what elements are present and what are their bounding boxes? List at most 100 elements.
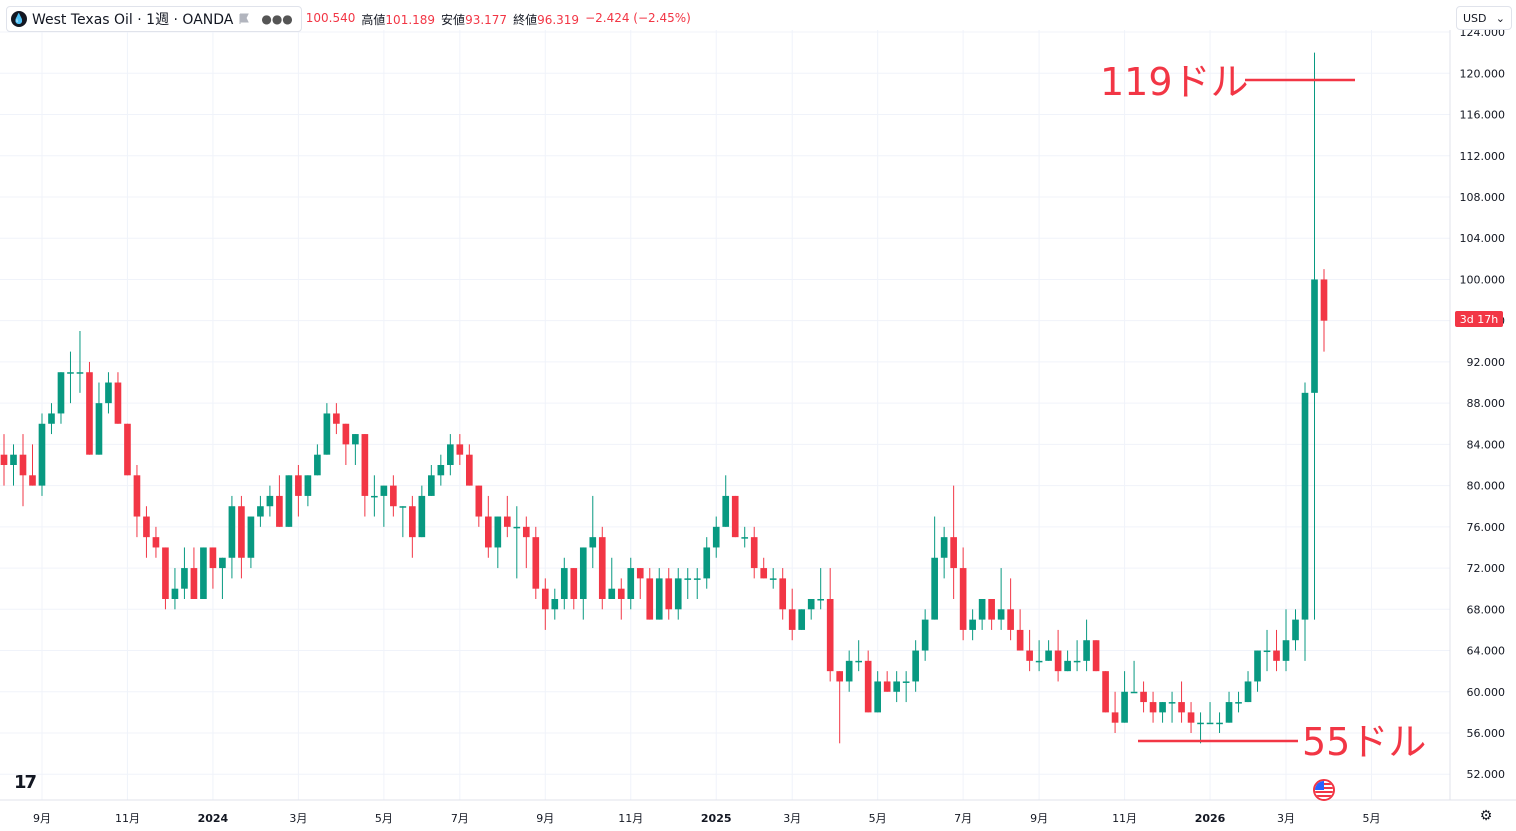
x-tick-label: 3月: [783, 812, 801, 825]
us-economic-event-icon[interactable]: [1313, 779, 1335, 801]
candle: [551, 588, 559, 620]
candle-body: [314, 454, 321, 476]
candle: [133, 464, 141, 538]
candle-body: [570, 568, 578, 599]
y-tick-label: 88.000: [1467, 397, 1506, 410]
candle: [171, 568, 179, 610]
candle-body: [693, 578, 701, 580]
candle: [931, 516, 938, 620]
x-tick-label: 11月: [618, 812, 643, 825]
candle: [114, 372, 122, 424]
candle: [1121, 671, 1128, 723]
candle-body: [456, 444, 464, 455]
tradingview-logo-icon[interactable]: 17: [14, 772, 37, 793]
candle-body: [304, 475, 312, 496]
candle-body: [247, 516, 255, 558]
more-options-icon[interactable]: ●●●: [261, 12, 293, 26]
candle: [380, 485, 388, 527]
candle: [978, 598, 986, 630]
candle: [86, 361, 93, 455]
candle: [674, 568, 682, 620]
candle-body: [418, 495, 426, 538]
candle: [399, 506, 407, 538]
candle: [418, 485, 426, 538]
symbol-title: West Texas Oil · 1週 · OANDA: [32, 12, 234, 28]
candle: [532, 526, 540, 599]
candle-body: [883, 681, 891, 692]
currency-selector[interactable]: USD ⌄: [1456, 6, 1512, 30]
time-axis[interactable]: 9月 11月 2024 3月 5月 7月 9月 11月 2025 3月 5月 7月 9月 11月 2026 3…: [33, 812, 1380, 825]
candle-body: [371, 495, 378, 498]
candle-body: [665, 578, 673, 610]
y-tick-label: 116.000: [1460, 109, 1506, 122]
candle-body: [285, 475, 293, 527]
candle-body: [779, 578, 787, 610]
candle: [579, 547, 587, 620]
candle: [1254, 650, 1261, 692]
candle: [541, 578, 549, 630]
candle-body: [428, 475, 435, 496]
candle-body: [323, 413, 331, 455]
candle-body: [228, 506, 236, 558]
candle: [570, 568, 578, 610]
candle: [437, 454, 445, 486]
candle-body: [352, 434, 359, 445]
candle: [788, 588, 796, 641]
candle: [741, 526, 749, 548]
y-tick-label: 56.000: [1467, 727, 1506, 740]
candle-body: [257, 506, 264, 517]
candle-body: [0, 454, 8, 465]
candle-body: [143, 516, 150, 538]
candle-body: [1187, 712, 1195, 723]
candle-body: [551, 598, 559, 610]
candle: [883, 671, 891, 692]
candle-body: [1092, 640, 1100, 672]
candle-body: [817, 598, 825, 601]
candle-body: [522, 526, 530, 538]
candle-body: [1168, 702, 1176, 704]
candle-body: [466, 454, 473, 486]
candle: [921, 609, 929, 661]
x-tick-label: 5月: [1362, 812, 1380, 825]
y-tick-label: 84.000: [1467, 438, 1506, 451]
candle-body: [1111, 712, 1119, 723]
settings-icon[interactable]: ⚙: [1479, 808, 1493, 824]
candle-body: [181, 568, 188, 589]
candle: [200, 547, 207, 599]
candle-body: [959, 568, 967, 630]
candle: [1263, 629, 1271, 672]
x-tick-label: 2026: [1195, 812, 1226, 825]
candle-body: [38, 423, 46, 486]
candle-body: [200, 547, 207, 599]
candle-body: [655, 578, 663, 620]
candle-body: [1273, 650, 1280, 661]
candle: [181, 547, 188, 599]
y-tick-label: 108.000: [1460, 191, 1506, 204]
candle-body: [1045, 650, 1052, 661]
candle-body: [636, 568, 644, 579]
candle: [608, 557, 616, 599]
candle-body: [950, 537, 957, 569]
flag-icon[interactable]: [238, 13, 250, 25]
candle: [703, 537, 711, 589]
candle-body: [342, 423, 350, 445]
price-axis[interactable]: 52.000 56.000 60.000 64.000 68.000 72.000 76.0…: [1460, 26, 1506, 781]
candle: [855, 640, 862, 672]
candle: [712, 516, 720, 558]
candle-body: [447, 444, 454, 465]
candle-body: [1292, 619, 1299, 641]
candle-body: [1235, 702, 1242, 704]
candle: [1320, 269, 1328, 352]
candle: [1073, 640, 1081, 672]
y-tick-label: 76.000: [1467, 521, 1506, 534]
candle-body: [1130, 691, 1138, 694]
y-tick-label: 104.000: [1460, 232, 1506, 245]
candle: [617, 578, 625, 620]
candle-body: [1263, 650, 1271, 653]
candle: [874, 671, 881, 713]
candle: [1083, 619, 1090, 672]
candle-body: [541, 588, 549, 610]
candles: [0, 52, 1328, 744]
symbol-selector[interactable]: 💧 West Texas Oil · 1週 · OANDA ●●●: [6, 6, 302, 32]
